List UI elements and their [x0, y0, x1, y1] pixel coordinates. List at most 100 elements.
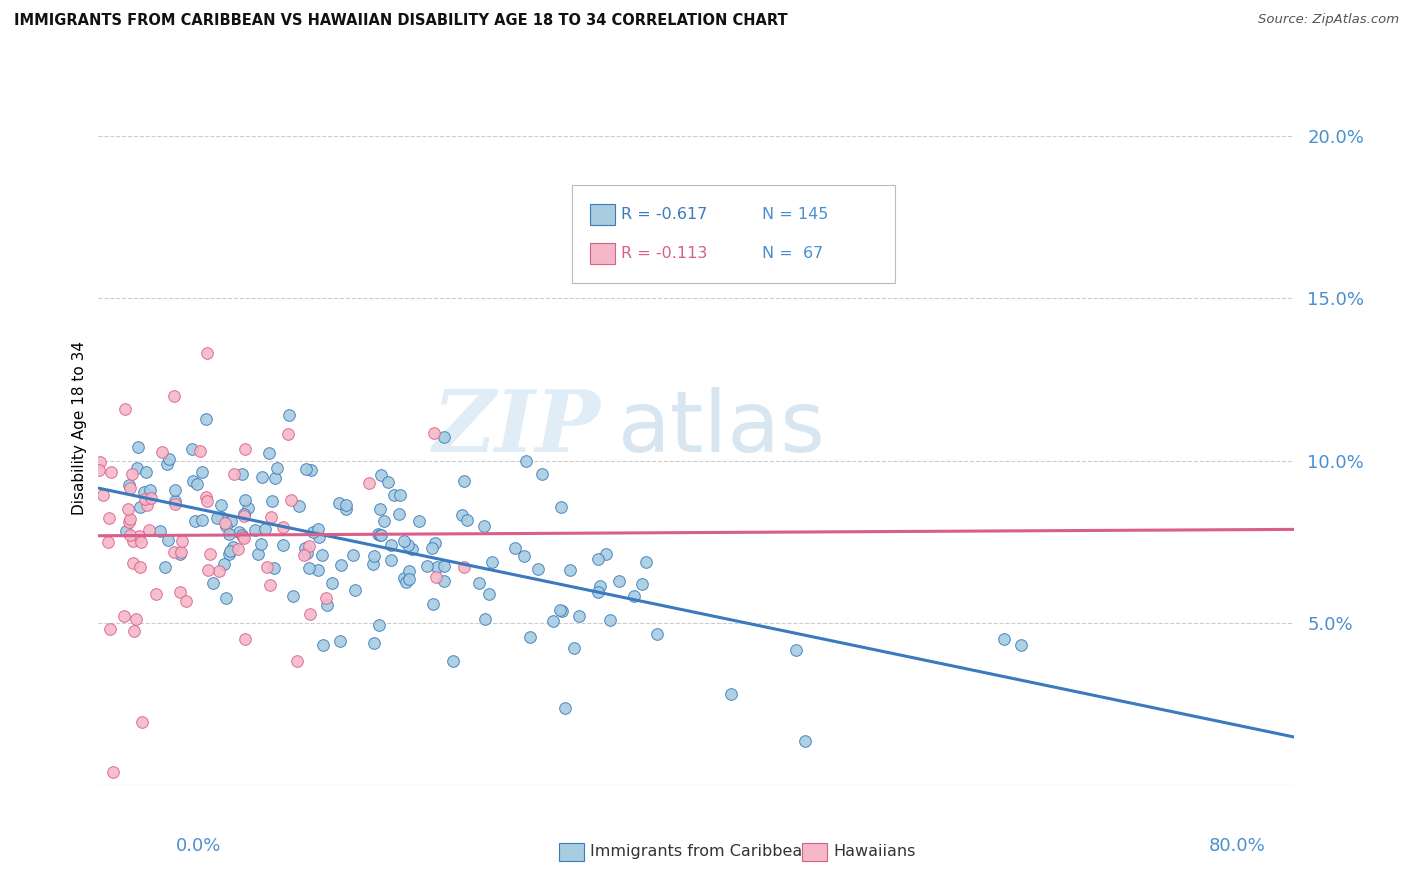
Point: [328, 495, 350, 509]
Point: [259, 578, 281, 592]
Point: [329, 558, 352, 572]
Point: [467, 576, 489, 591]
Text: N = 145: N = 145: [762, 207, 828, 222]
Point: [422, 597, 444, 611]
Point: [541, 615, 564, 629]
Point: [433, 558, 456, 573]
Point: [125, 612, 148, 626]
Point: [233, 509, 256, 524]
Point: [519, 630, 541, 644]
Point: [307, 522, 329, 536]
Point: [157, 451, 180, 466]
Point: [233, 632, 256, 646]
Text: R = -0.113: R = -0.113: [621, 246, 707, 261]
Point: [271, 519, 294, 533]
Point: [118, 482, 141, 496]
Point: [135, 498, 157, 512]
Point: [191, 512, 214, 526]
Point: [222, 467, 245, 481]
Point: [527, 562, 550, 576]
Point: [232, 530, 254, 544]
Text: 80.0%: 80.0%: [1209, 837, 1265, 855]
Point: [218, 547, 240, 561]
Point: [250, 537, 273, 551]
Point: [97, 535, 120, 549]
Point: [128, 560, 150, 574]
Point: [218, 527, 240, 541]
Point: [214, 557, 236, 571]
Point: [472, 519, 495, 533]
Point: [215, 591, 238, 606]
Point: [87, 462, 110, 476]
Point: [342, 548, 364, 562]
Point: [551, 604, 574, 618]
Point: [425, 535, 447, 549]
Point: [118, 477, 141, 491]
Point: [127, 440, 149, 454]
Point: [515, 454, 537, 468]
Point: [156, 533, 179, 547]
Point: [433, 430, 456, 444]
Point: [394, 533, 416, 548]
Point: [398, 564, 420, 578]
Point: [363, 636, 385, 650]
Point: [416, 558, 439, 573]
Point: [169, 585, 191, 599]
Point: [97, 511, 120, 525]
Point: [609, 574, 631, 588]
Y-axis label: Disability Age 18 to 34: Disability Age 18 to 34: [72, 341, 87, 516]
Point: [451, 508, 474, 523]
Point: [408, 515, 430, 529]
Point: [165, 494, 187, 508]
Point: [315, 591, 337, 605]
Point: [266, 460, 288, 475]
Point: [370, 502, 392, 516]
Point: [170, 534, 193, 549]
Point: [560, 563, 582, 577]
Point: [396, 538, 419, 552]
Point: [599, 613, 621, 627]
Point: [292, 549, 315, 563]
Point: [181, 442, 204, 456]
Point: [122, 624, 145, 639]
Point: [588, 584, 610, 599]
Text: atlas: atlas: [619, 386, 827, 470]
Point: [243, 524, 266, 538]
Point: [280, 493, 302, 508]
Point: [256, 559, 278, 574]
Point: [281, 589, 304, 603]
Point: [308, 530, 330, 544]
Point: [184, 514, 207, 528]
Point: [299, 463, 322, 477]
Text: IMMIGRANTS FROM CARIBBEAN VS HAWAIIAN DISABILITY AGE 18 TO 34 CORRELATION CHART: IMMIGRANTS FROM CARIBBEAN VS HAWAIIAN DI…: [14, 13, 787, 29]
Point: [302, 524, 325, 539]
Text: R = -0.617: R = -0.617: [621, 207, 707, 222]
Point: [623, 589, 645, 603]
Point: [114, 524, 136, 538]
Point: [380, 553, 402, 567]
Point: [174, 594, 197, 608]
Point: [550, 500, 572, 514]
Point: [134, 491, 156, 506]
Point: [112, 609, 135, 624]
Point: [426, 560, 449, 574]
Point: [453, 475, 475, 489]
Point: [153, 560, 176, 574]
Point: [233, 507, 256, 521]
Point: [247, 547, 270, 561]
Point: [433, 574, 456, 588]
Point: [361, 557, 384, 571]
Point: [163, 497, 186, 511]
Point: [197, 346, 219, 360]
Point: [568, 608, 591, 623]
Point: [793, 734, 815, 748]
Point: [307, 563, 329, 577]
Point: [114, 401, 136, 416]
Point: [188, 443, 211, 458]
Point: [513, 549, 536, 564]
Point: [401, 541, 423, 556]
Point: [315, 598, 337, 612]
Point: [263, 561, 285, 575]
Point: [118, 512, 141, 526]
Point: [222, 540, 245, 554]
